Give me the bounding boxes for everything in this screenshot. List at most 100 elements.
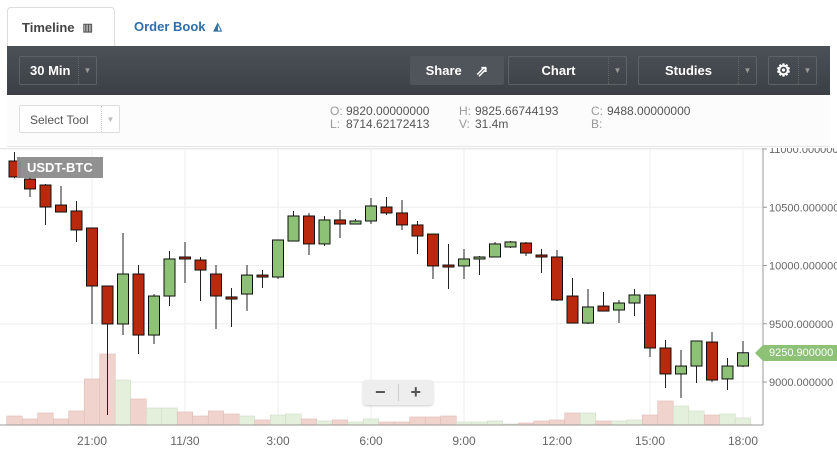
share-label: Share: [425, 63, 462, 78]
chevron-down-icon: ▼: [738, 57, 756, 84]
volume-bar: [564, 412, 581, 426]
volume-bar: [300, 418, 318, 426]
volume-bar: [6, 415, 23, 426]
candle-body: [427, 233, 439, 267]
candle-body: [365, 205, 377, 222]
x-tick-label: 21:00: [77, 434, 107, 448]
gear-icon: ⚙: [775, 60, 792, 80]
x-tick-label: 6:00: [359, 434, 383, 448]
chart-type-dropdown[interactable]: Chart ▼: [508, 56, 627, 85]
close-value: 9488.00000000: [607, 104, 691, 118]
candle-body: [303, 215, 315, 245]
candle-body: [241, 274, 253, 295]
interval-label: 30 Min: [30, 63, 71, 78]
volume-bar: [440, 415, 457, 426]
candle-body: [706, 341, 718, 381]
candle-body: [179, 256, 191, 260]
volume-bar: [161, 407, 178, 426]
candle-body: [132, 273, 145, 336]
candlestick-chart[interactable]: 11000.000000 10500.000000 10000.000000 9500…: [0, 148, 837, 452]
volume-bar: [533, 420, 550, 426]
candle-body: [380, 206, 393, 214]
candle-body: [520, 242, 532, 254]
volume-bar: [176, 411, 194, 426]
volume-bar: [672, 405, 690, 426]
chevron-down-icon: ▼: [78, 57, 96, 84]
candle-body: [458, 258, 470, 267]
tab-timeline[interactable]: Timeline ▥: [7, 7, 115, 46]
volume-bar: [579, 412, 597, 426]
volume-bar: [486, 420, 504, 426]
candle-body: [690, 340, 703, 367]
chevron-down-icon: ▼: [608, 57, 626, 84]
chevron-down-icon: ▼: [798, 57, 816, 84]
volume-bar: [285, 413, 302, 426]
volume-bar: [703, 414, 721, 426]
chart-label: Chart: [541, 63, 576, 78]
candle-body: [349, 220, 362, 225]
volume-bar: [331, 419, 349, 426]
candle-body: [225, 296, 238, 300]
volume-bar: [254, 419, 271, 426]
studies-dropdown[interactable]: Studies ▼: [638, 56, 757, 85]
volume-bar: [52, 418, 70, 426]
bar-chart-icon: ▥: [82, 21, 93, 34]
volume-bar: [145, 407, 163, 426]
y-tick-label: 9500.000000: [769, 319, 833, 331]
divider: [397, 384, 399, 401]
candle-body: [597, 305, 610, 312]
settings-dropdown[interactable]: ⚙ ▼: [768, 56, 817, 85]
volume-bar: [207, 410, 225, 426]
candle-body: [644, 294, 656, 349]
candle-body: [504, 241, 517, 248]
volume-bar: [130, 398, 147, 426]
y-tick-label: 10500.000000: [769, 202, 837, 214]
volume-bar: [316, 420, 333, 426]
share-button[interactable]: Share ⇗: [410, 56, 504, 85]
volume-bar: [409, 416, 426, 426]
x-tick-label: 9:00: [452, 434, 476, 448]
candle-body: [272, 239, 284, 278]
low-value: 8714.62172413: [346, 117, 430, 131]
zoom-out-button[interactable]: −: [374, 382, 386, 402]
candle-body: [55, 204, 67, 213]
x-tick-label: 15:00: [635, 434, 665, 448]
volume-bar: [657, 400, 674, 426]
x-tick-label: 12:00: [542, 434, 572, 448]
tab-timeline-label: Timeline: [22, 19, 75, 35]
candle-body: [287, 215, 300, 242]
zoom-in-button[interactable]: +: [410, 382, 421, 402]
candle-body: [411, 224, 424, 237]
x-tick-label: 3:00: [266, 434, 290, 448]
candle-body: [210, 273, 222, 297]
candle-body: [535, 254, 548, 258]
candle-body: [551, 256, 563, 301]
volume-bar: [734, 417, 752, 426]
volume-bar: [37, 412, 54, 426]
candle-body: [334, 219, 346, 225]
volume-bar: [626, 419, 643, 426]
candle-body: [675, 365, 687, 375]
zoom-controls: − +: [363, 380, 433, 405]
interval-dropdown[interactable]: 30 Min ▼: [19, 56, 97, 85]
select-tool-label: Select Tool: [30, 113, 89, 127]
candle-body: [659, 347, 672, 375]
select-tool-dropdown[interactable]: Select Tool ▼: [19, 105, 120, 133]
candle-body: [318, 219, 331, 245]
candle-body: [566, 295, 579, 324]
ohlc-col-2: H: 9825.66744193 V: 31.4m: [459, 104, 559, 131]
tab-order-book[interactable]: Order Book ◭: [120, 7, 236, 46]
candle-body: [473, 256, 486, 260]
candle-body: [86, 227, 98, 287]
candle-body: [163, 258, 176, 297]
volume-bar: [238, 415, 256, 426]
volume-bar: [719, 413, 736, 426]
tab-order-book-label: Order Book: [134, 19, 206, 34]
x-tick-label: 11/30: [170, 434, 199, 448]
candle-body: [721, 365, 734, 380]
candle-body: [489, 243, 501, 258]
volume-bar: [610, 420, 628, 426]
open-value: 9820.00000000: [346, 104, 430, 118]
volume-bar: [641, 414, 659, 426]
volume-bar: [362, 418, 380, 426]
